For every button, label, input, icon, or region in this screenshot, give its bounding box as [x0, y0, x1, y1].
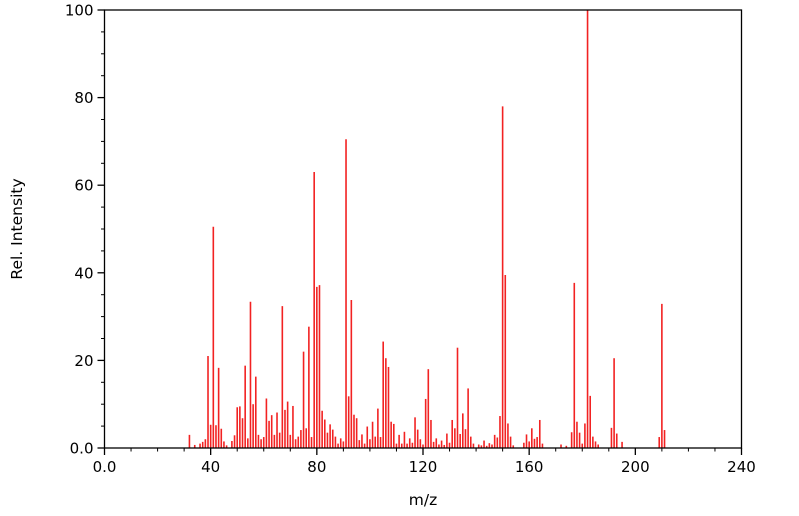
x-tick-label-120: 120	[409, 458, 438, 476]
y-tick-label-80: 80	[74, 89, 93, 107]
x-axis-title: m/z	[409, 491, 437, 509]
spectrum-peaks	[188, 10, 666, 448]
y-tick-label-0.0: 0.0	[70, 440, 94, 458]
axes	[97, 9, 743, 455]
plot-frame	[103, 9, 743, 449]
x-tick-label-80: 80	[307, 458, 326, 476]
x-tick-label-240: 240	[727, 458, 756, 476]
x-tick-label-40: 40	[201, 458, 220, 476]
y-tick-label-20: 20	[74, 352, 93, 370]
y-tick-label-40: 40	[74, 264, 93, 282]
y-tick-label-100: 100	[65, 2, 94, 20]
x-tick-label-200: 200	[621, 458, 650, 476]
x-tick-label-160: 160	[515, 458, 544, 476]
y-tick-label-60: 60	[74, 177, 93, 195]
x-tick-label-0.0: 0.0	[93, 458, 117, 476]
y-axis-title: Rel. Intensity	[8, 178, 26, 279]
tick-labels: 0.0 40 80 120 160 200 240 0.0 20 40 60 80 100	[65, 2, 756, 477]
